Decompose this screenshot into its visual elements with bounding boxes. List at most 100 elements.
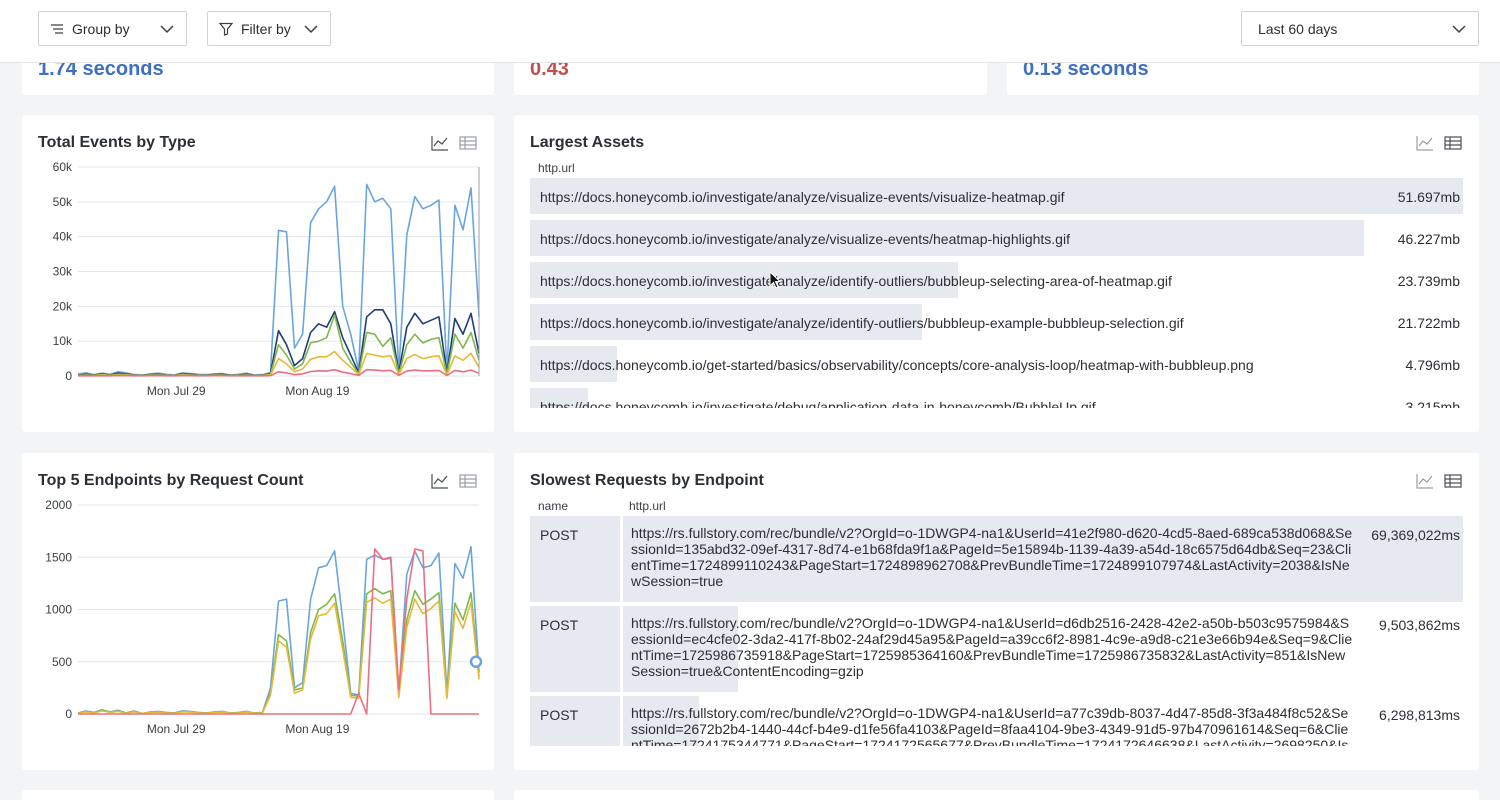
group-by-label: Group by [72, 20, 130, 37]
filter-icon [219, 22, 233, 36]
card-title: Largest Assets [530, 134, 645, 151]
asset-size-bar [530, 304, 923, 340]
stat-value: 1.74 seconds [38, 58, 164, 80]
y-tick-label: 0 [65, 369, 72, 383]
name-cell-bg [530, 696, 620, 746]
y-tick-label: 50k [53, 195, 73, 209]
request-url: https://rs.fullstory.com/rec/bundle/v2?O… [631, 615, 1353, 679]
asset-size: 51.697mb [1397, 189, 1460, 205]
series-line-type5 [77, 368, 480, 377]
y-tick-label: 40k [53, 230, 73, 244]
line-chart-icon[interactable] [1416, 473, 1434, 489]
duration-bar [623, 606, 739, 692]
total-events-card: Total Events by Type 0 10k 20k 30k 40k 50k 60k… [22, 115, 494, 432]
column-header-name: name [538, 499, 569, 513]
asset-url: https://docs.honeycomb.io/investigate/an… [540, 315, 1184, 331]
asset-size-bar [530, 178, 1463, 214]
request-method: POST [540, 707, 579, 723]
slowest-requests-card: Slowest Requests by Endpoint name http.u… [514, 453, 1479, 770]
table-icon[interactable] [1444, 135, 1462, 151]
slow-request-row[interactable]: POST https://rs.fullstory.com/rec/bundle/… [530, 606, 1463, 692]
card-tools [431, 473, 477, 489]
asset-size: 23.739mb [1397, 273, 1460, 289]
series-line-endpoint4 [78, 548, 479, 715]
hover-marker [469, 655, 483, 668]
series-line-type2 [77, 309, 480, 377]
table-icon[interactable] [459, 135, 477, 151]
request-duration: 9,503,862ms [1379, 617, 1460, 633]
y-tick-label: 1500 [45, 550, 72, 564]
next-card-left [22, 790, 494, 800]
y-tick-label: 20k [53, 299, 73, 313]
asset-url: https://docs.honeycomb.io/investigate/an… [540, 273, 1172, 289]
duration-bar [623, 696, 700, 746]
name-cell-bg [530, 516, 620, 602]
y-tick-label: 0 [65, 707, 72, 721]
card-tools [1416, 473, 1462, 489]
card-title: Slowest Requests by Endpoint [530, 472, 764, 489]
asset-row[interactable]: https://docs.honeycomb.io/investigate/an… [530, 304, 1463, 340]
column-header-url: http.url [538, 161, 575, 175]
top-toolbar: Group by Filter by Last 60 days [0, 0, 1500, 63]
slow-request-row[interactable]: POST https://rs.fullstory.com/rec/bundle/… [530, 696, 1463, 746]
filter-by-dropdown[interactable]: Filter by [207, 11, 331, 46]
card-title: Total Events by Type [38, 134, 196, 151]
x-tick-label: Mon Aug 19 [285, 722, 349, 736]
card-title: Top 5 Endpoints by Request Count [38, 472, 304, 489]
asset-size: 21.722mb [1397, 315, 1460, 331]
request-duration: 69,369,022ms [1371, 527, 1460, 543]
card-tools [1416, 135, 1462, 151]
top-endpoints-chart[interactable]: 0 500 1000 1500 2000 Mon Jul 29 Mon Aug 19 [22, 453, 494, 753]
largest-assets-card: Largest Assets http.url https://docs.hon… [514, 115, 1479, 432]
time-range-dropdown[interactable]: Last 60 days [1241, 11, 1479, 46]
asset-size-bar [530, 388, 589, 408]
series-line-type3 [77, 314, 480, 377]
y-tick-label: 30k [53, 265, 73, 279]
x-tick-label: Mon Jul 29 [147, 384, 206, 398]
asset-size: 3.215mb [1405, 399, 1460, 408]
request-method: POST [540, 527, 579, 543]
request-url: https://rs.fullstory.com/rec/bundle/v2?O… [631, 705, 1349, 746]
name-cell-bg [530, 606, 620, 692]
asset-url: https://docs.honeycomb.io/get-started/ba… [540, 357, 1254, 373]
stat-card-duration: 0.13 seconds [1007, 40, 1479, 95]
table-icon[interactable] [459, 473, 477, 489]
top-endpoints-card: Top 5 Endpoints by Request Count 0 500 100… [22, 453, 494, 770]
stat-value: 0.13 seconds [1023, 58, 1149, 80]
asset-row[interactable]: https://docs.honeycomb.io/investigate/an… [530, 220, 1463, 256]
chevron-down-icon [303, 22, 319, 36]
asset-url: https://docs.honeycomb.io/investigate/an… [540, 189, 1065, 205]
total-events-chart[interactable]: 0 10k 20k 30k 40k 50k 60k Mon Jul 29 Mon Aug 19 [22, 115, 494, 415]
stat-value: 0.43 [530, 58, 569, 80]
request-duration: 6,298,813ms [1379, 707, 1460, 723]
asset-size: 46.227mb [1397, 231, 1460, 247]
card-tools [431, 135, 477, 151]
y-tick-label: 1000 [45, 603, 72, 617]
asset-row[interactable]: https://docs.honeycomb.io/get-started/ba… [530, 346, 1463, 382]
mouse-cursor-icon [769, 271, 781, 289]
chevron-down-icon [1451, 22, 1467, 36]
asset-size-bar [530, 262, 959, 298]
asset-row[interactable]: https://docs.honeycomb.io/investigate/an… [530, 178, 1463, 214]
x-tick-label: Mon Aug 19 [285, 384, 349, 398]
asset-size: 4.796mb [1405, 357, 1460, 373]
asset-row[interactable]: https://docs.honeycomb.io/investigate/de… [530, 388, 1463, 408]
column-header-url: http.url [629, 499, 666, 513]
request-method: POST [540, 617, 579, 633]
slowest-list: POST https://rs.fullstory.com/rec/bundle/… [514, 516, 1479, 746]
x-tick-label: Mon Jul 29 [147, 722, 206, 736]
asset-size-bar [530, 346, 617, 382]
slow-request-row[interactable]: POST https://rs.fullstory.com/rec/bundle/… [530, 516, 1463, 602]
asset-size-bar [530, 220, 1365, 256]
line-chart-icon[interactable] [1416, 135, 1434, 151]
y-tick-label: 60k [53, 160, 73, 174]
time-range-label: Last 60 days [1258, 20, 1338, 37]
line-chart-icon[interactable] [431, 135, 449, 151]
table-icon[interactable] [1444, 473, 1462, 489]
group-by-dropdown[interactable]: Group by [38, 11, 187, 46]
y-tick-label: 2000 [45, 498, 72, 512]
asset-row[interactable]: https://docs.honeycomb.io/investigate/an… [530, 262, 1463, 298]
series-line-endpoint1 [77, 546, 480, 715]
asset-url: https://docs.honeycomb.io/investigate/de… [540, 399, 1096, 408]
line-chart-icon[interactable] [431, 473, 449, 489]
